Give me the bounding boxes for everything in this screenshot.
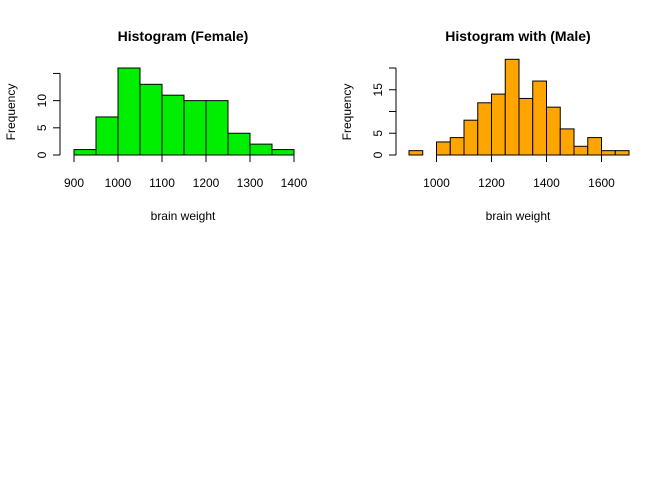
- x-tick-label-male-1200: 1200: [478, 176, 505, 190]
- bar-female-0: [73, 149, 97, 156]
- y-axis-label-female: Frequency: [4, 84, 18, 141]
- bar-male-12: [573, 145, 589, 156]
- y-axis-male: 0 5 15: [371, 67, 397, 158]
- bar-male-5: [477, 102, 492, 156]
- y-axis-label-male: Frequency: [340, 84, 354, 141]
- y-tick-label-female-0: 0: [35, 151, 49, 158]
- bar-female-2: [117, 67, 141, 156]
- x-tick-label-male-1400: 1400: [533, 176, 560, 190]
- bar-male-13: [587, 137, 602, 156]
- bar-female-7: [227, 132, 251, 156]
- panel-female: Histogram (Female) Frequency brain weigh…: [4, 28, 308, 223]
- x-axis-label-male: brain weight: [486, 209, 551, 223]
- x-tick-label-female-1000: 1000: [105, 176, 132, 190]
- y-tick-label-female-10: 10: [35, 94, 49, 108]
- bars-female: [73, 67, 295, 156]
- bar-male-14: [601, 150, 616, 156]
- bar-female-4: [161, 94, 185, 156]
- bar-female-1: [95, 116, 119, 156]
- y-tick-label-female-5: 5: [35, 124, 49, 131]
- x-tick-label-female-1300: 1300: [237, 176, 264, 190]
- bar-male-9: [532, 80, 547, 156]
- x-axis-female: 900 1000 1100 1200 1300 1400: [64, 154, 308, 190]
- chart-title-female: Histogram (Female): [118, 28, 249, 44]
- bar-male-15: [614, 150, 630, 156]
- panel-male: Histogram with (Male) Frequency brain we…: [340, 28, 630, 223]
- y-tick-label-male-0: 0: [371, 151, 385, 158]
- bar-female-5: [183, 100, 207, 156]
- bar-male-2: [436, 141, 451, 156]
- y-tick-label-male-15: 15: [371, 83, 385, 97]
- x-tick-label-male-1600: 1600: [588, 176, 615, 190]
- bar-male-3: [449, 137, 465, 156]
- bar-male-7: [504, 58, 520, 156]
- bar-male-4: [463, 119, 479, 156]
- bar-male-8: [518, 97, 534, 156]
- bar-female-3: [139, 83, 163, 156]
- x-tick-label-female-1100: 1100: [149, 176, 175, 190]
- x-axis-label-female: brain weight: [151, 209, 216, 223]
- x-tick-label-male-1000: 1000: [423, 176, 450, 190]
- bar-male-6: [491, 93, 506, 156]
- x-tick-label-female-1400: 1400: [281, 176, 308, 190]
- bar-male-10: [546, 106, 561, 156]
- chart-title-male: Histogram with (Male): [445, 28, 590, 44]
- x-tick-label-female-1200: 1200: [193, 176, 220, 190]
- bar-female-6: [205, 100, 229, 156]
- bars-male: [408, 58, 630, 156]
- bar-female-8: [249, 143, 273, 156]
- x-tick-label-female-900: 900: [64, 176, 84, 190]
- bar-male-11: [559, 128, 575, 156]
- bar-female-9: [271, 149, 295, 156]
- x-axis-male: 1000 1200 1400 1600: [423, 154, 615, 190]
- y-axis-female: 0 5 10: [35, 72, 61, 158]
- bar-male-0: [408, 150, 424, 156]
- y-tick-label-male-5: 5: [371, 130, 385, 137]
